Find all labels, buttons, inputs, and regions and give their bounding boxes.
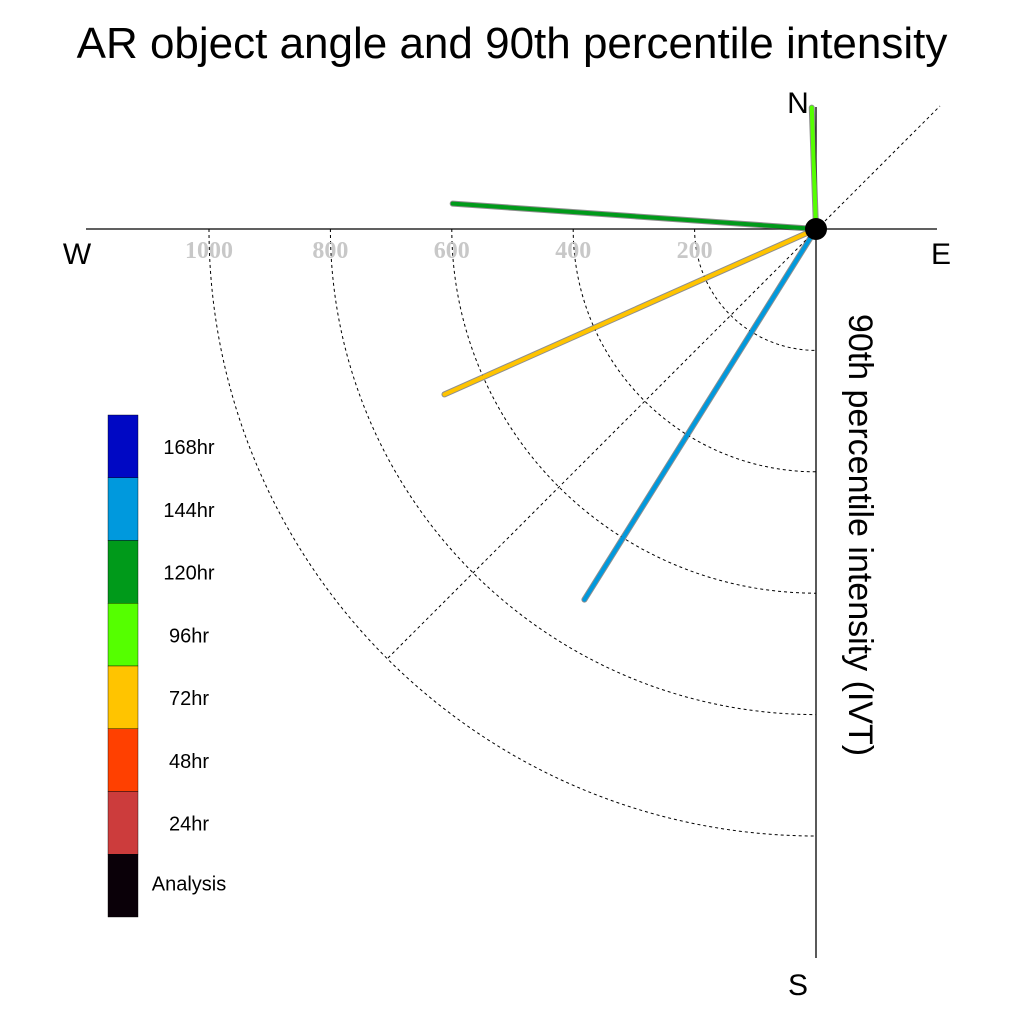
radial-tick-label: 1000 [185,238,233,264]
series-line-120hr [450,201,818,231]
radial-tick-label: 800 [312,238,348,264]
grid-diagonal [387,105,941,659]
legend-swatch [107,665,139,729]
grid-arc [208,228,817,837]
legend-label: 120hr [163,563,214,585]
legend-label: 96hr [169,625,209,647]
series-group [441,104,819,603]
south-label: S [788,969,808,1002]
origin-marker [805,218,827,240]
intensity-axis-label: 90th percentile intensity (IVT) [841,314,879,756]
radial-tick-label: 400 [555,238,591,264]
series-line-72hr [442,227,818,397]
legend: 168hr 144hr 120hr 96hr 72hr 48hr 24hr Analysis [107,414,226,918]
radial-grid [208,105,941,837]
grid-arc [694,228,817,351]
legend-label: 144hr [163,500,214,522]
series-line-144hr [582,227,818,602]
radial-tick-label: 600 [434,238,470,264]
radial-tick-label: 200 [677,238,713,264]
north-label: N [787,87,809,120]
legend-swatch [107,728,139,792]
legend-label: 48hr [169,751,209,773]
legend-label: 24hr [169,814,209,836]
east-label: E [931,238,951,271]
legend-swatch [107,791,139,855]
series-line-96hr [809,105,818,231]
legend-label: 168hr [163,437,214,459]
legend-swatch [107,540,139,604]
legend-swatch [107,414,139,478]
legend-swatch [107,477,139,541]
grid-arc [572,228,817,473]
radial-tick-labels: 200 400 600 800 1000 [185,238,713,264]
legend-swatch [107,854,139,918]
legend-label: Analysis [152,873,226,895]
grid-arc [329,228,817,716]
west-label: W [63,238,92,271]
grid-arc [451,228,817,594]
legend-label: 72hr [169,688,209,710]
chart-title: AR object angle and 90th percentile inte… [77,19,948,68]
legend-swatch [107,603,139,667]
